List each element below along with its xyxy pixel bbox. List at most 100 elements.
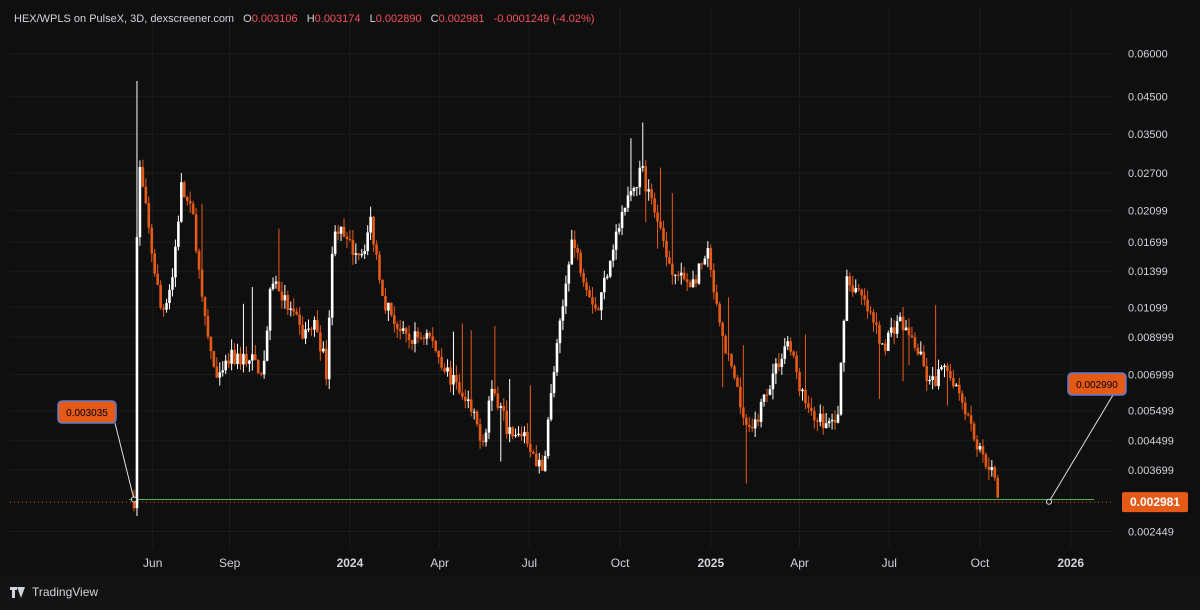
candle-down [966,414,970,416]
candle-up [339,226,343,234]
candle-down [395,324,399,329]
candle-down [162,307,165,310]
support-lines [10,499,1112,503]
candle-down [739,386,742,408]
candle-up [330,253,334,318]
candle-down [259,373,263,375]
x-tick-label: 2026 [1057,556,1084,570]
candle-down [511,427,514,437]
candles [132,80,1000,517]
candle-up [165,303,168,310]
candle-down [455,375,458,382]
candle-down [984,454,988,467]
candle-down [866,299,869,312]
candle-down [588,290,591,298]
candle-up [307,328,310,330]
candle-down [245,353,248,364]
candle-down [682,272,686,280]
candle-down [233,349,236,364]
candle-down [724,336,727,354]
tradingview-brand[interactable]: TradingView [10,585,98,599]
candle-down [576,247,579,253]
candle-down [434,340,438,351]
candle-down [860,289,863,296]
candle-down [141,166,145,187]
candle-down [960,393,964,403]
candle-up [881,343,884,345]
candle-down [821,413,825,428]
candle-up [703,258,707,265]
candle-up [617,228,621,232]
candle-down [458,381,461,393]
candle-down [750,426,754,429]
candle-up [268,288,272,331]
candle-down [520,433,523,437]
candle-down [963,402,967,415]
low-label: L [369,13,376,25]
candle-down [981,446,985,455]
candle-down [585,282,588,291]
candle-up [567,264,571,284]
candle-down [336,231,340,234]
candle-up [561,306,565,321]
candle-down [526,431,529,444]
callout-box [57,400,117,424]
candle-down [573,239,577,248]
candle-up [818,413,822,422]
high-label: H [306,13,315,25]
candle-down [922,351,926,367]
x-tick-label: Apr [430,556,449,570]
candle-up [466,399,470,402]
candle-up [180,182,183,222]
candle-up [839,362,843,415]
candle-down [532,452,535,454]
candle-down [969,415,973,424]
candle-up [931,376,934,380]
candle-down [688,282,692,288]
candle-down [469,399,473,412]
candle-down [200,269,204,297]
low-value: 0.002890 [375,13,422,25]
candle-down [733,366,736,378]
candle-up [978,446,982,450]
candle-down [712,269,716,293]
candle-down [390,302,393,316]
candle-up [919,351,923,355]
candle-up [608,260,612,277]
candle-down [182,182,186,198]
candle-down [422,337,426,339]
candle-down [404,328,408,334]
candle-up [786,341,790,347]
candle-down [730,354,733,367]
candle-down [789,341,792,352]
candle-down [381,279,384,296]
footer-bar [0,576,1200,610]
candle-up [514,435,517,437]
candle-down [884,343,887,351]
candle-down [579,252,582,274]
y-tick-label: 0.01699 [1128,237,1168,249]
candle-up [564,283,568,307]
candle-down [280,291,284,301]
candle-down [659,221,662,228]
y-tick-label: 0.01399 [1128,266,1168,278]
candle-up [230,349,233,364]
y-tick-label: 0.03500 [1128,129,1168,141]
candle-down [319,332,322,352]
candle-up [990,467,994,470]
candle-up [674,274,677,276]
candle-up [452,375,455,385]
candle-up [168,289,171,304]
candle-down [292,308,296,312]
close-value: 0.002981 [438,13,485,25]
candle-up [753,419,757,429]
candle-down [798,371,801,392]
candle-down [505,410,509,434]
x-tick-label: Apr [790,556,809,570]
candle-down [833,419,837,423]
candle-up [304,329,307,339]
candle-down [869,311,872,313]
callout-label: 0.002990 [1076,380,1118,391]
